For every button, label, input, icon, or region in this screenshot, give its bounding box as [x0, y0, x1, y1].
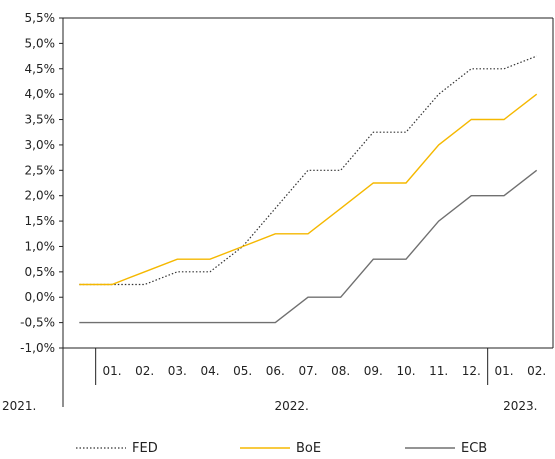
y-tick-label: 1,5%: [25, 214, 56, 228]
legend: FED BoE ECB: [76, 441, 487, 456]
y-tick-label: 5,0%: [25, 36, 56, 50]
x-tick-label: 07.: [298, 364, 317, 378]
y-tick-label: 3,5%: [25, 113, 56, 127]
series-line-ecb: [79, 169, 538, 324]
y-tick-label: 1,0%: [25, 239, 56, 253]
x-tick-label: 02.: [527, 364, 546, 378]
y-tick-label: -0,5%: [20, 316, 55, 330]
x-tick-label: 01.: [494, 364, 513, 378]
y-tick-label: 2,5%: [25, 163, 56, 177]
y-tick-label: 0,0%: [25, 290, 56, 304]
x-tick-label: 05.: [233, 364, 252, 378]
x-tick-label: 09.: [364, 364, 383, 378]
y-tick-label: 2,0%: [25, 189, 56, 203]
legend-label-ecb: ECB: [461, 441, 487, 456]
y-tick-label: 3,0%: [25, 138, 56, 152]
x-tick-label: 10.: [396, 364, 415, 378]
x-tick-label: 01.: [102, 364, 121, 378]
legend-label-fed: FED: [132, 441, 158, 456]
x-tick-label: 08.: [331, 364, 350, 378]
y-tick-label: -1,0%: [20, 341, 55, 355]
x-year-label: 2023.: [503, 399, 537, 413]
x-year-label: 2021.: [2, 399, 36, 413]
y-tick-label: 0,5%: [25, 265, 56, 279]
y-axis: -1,0% -0,5% 0,0% 0,5% 1,0% 1,5% 2,0% 2,5% 3,0% 3,…: [20, 11, 63, 355]
x-tick-label: 12.: [462, 364, 481, 378]
plot-frame: [62, 17, 554, 407]
x-tick-label: 02.: [135, 364, 154, 378]
series-line-boe: [79, 93, 538, 286]
series-line-fed: [79, 55, 537, 286]
x-tick-label: 03.: [168, 364, 187, 378]
y-tick-label: 4,5%: [25, 62, 56, 76]
x-tick-label: 04.: [200, 364, 219, 378]
legend-label-boe: BoE: [296, 441, 321, 456]
x-axis: 01. 02. 03. 04. 05. 06. 07. 08. 09. 10. 11. 12. 01. 0…: [2, 348, 546, 413]
y-tick-label: 4,0%: [25, 87, 56, 101]
x-tick-label: 06.: [266, 364, 285, 378]
x-tick-label: 11.: [429, 364, 448, 378]
y-tick-label: 5,5%: [25, 11, 56, 25]
series-layer: [79, 55, 538, 324]
x-year-label: 2022.: [274, 399, 308, 413]
